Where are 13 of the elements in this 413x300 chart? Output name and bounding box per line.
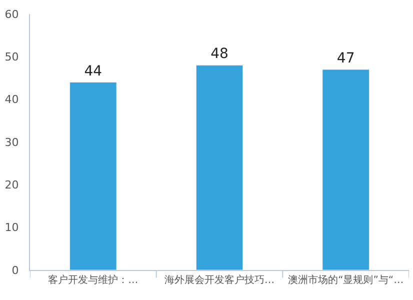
y-tick-label: 30 — [4, 136, 19, 149]
data-label: 48 — [210, 46, 228, 62]
y-tick-label: 60 — [4, 8, 19, 21]
y-tick-label: 50 — [4, 50, 19, 64]
y-tick-label: 20 — [4, 178, 19, 192]
y-tick-label: 40 — [4, 93, 19, 106]
x-tick-label: 客户开发与维护：… — [48, 274, 138, 286]
x-tick-label: 澳洲市场的“显规则”与“… — [288, 274, 404, 286]
y-tick-label: 0 — [12, 264, 19, 277]
data-label: 44 — [84, 63, 102, 80]
data-label: 47 — [336, 50, 355, 66]
x-tick-label: 海外展会开发客户技巧… — [164, 274, 274, 286]
y-tick-label: 10 — [4, 221, 19, 234]
